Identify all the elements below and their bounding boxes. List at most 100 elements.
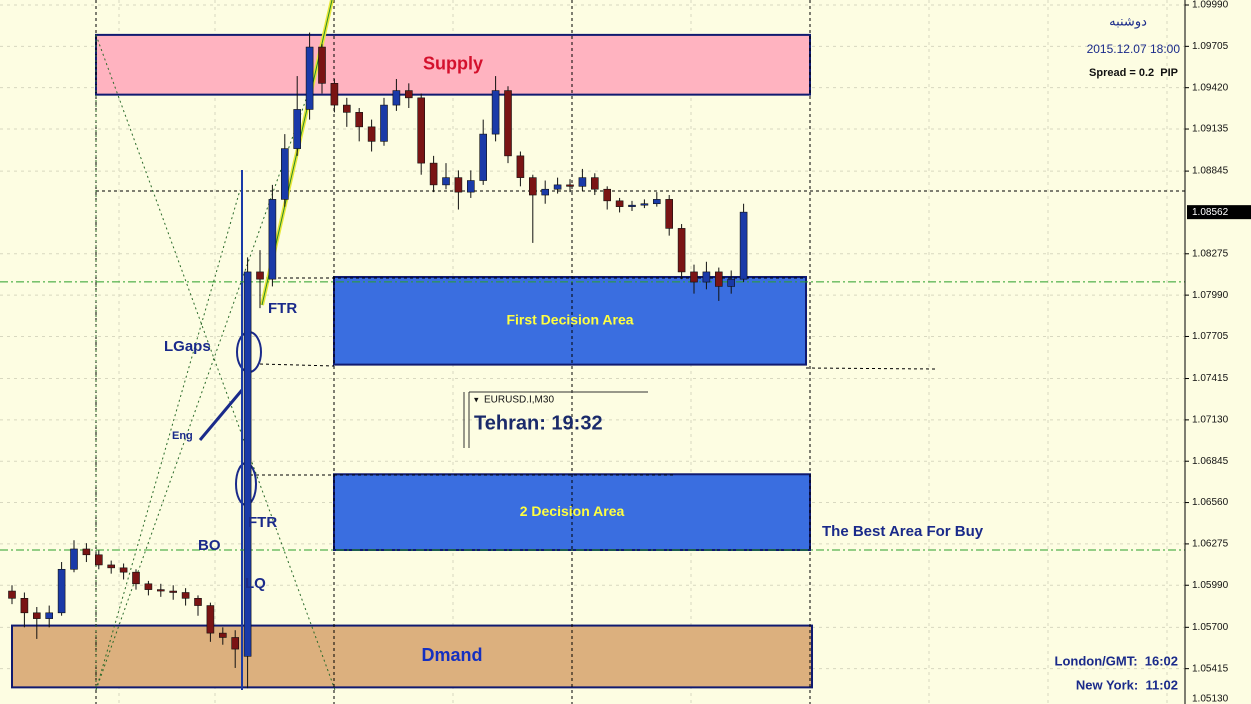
candle-body [628,204,636,207]
candle-body [652,199,661,205]
candle-body [70,548,78,570]
candle-body [243,271,252,657]
y-tick-label: 1.07130 [1192,415,1229,426]
candle-body [404,90,413,99]
annotation: LGaps [164,338,211,355]
trend-line [95,189,241,691]
candles [8,32,748,689]
candle-body [553,184,562,190]
candle-body [82,548,91,556]
h-guide [259,363,335,367]
candle-body [169,590,177,593]
y-tick-label: 1.05700 [1192,622,1229,633]
y-tick-label: 1.05415 [1192,663,1229,674]
candle-body [417,97,426,164]
y-tick-label: 1.07990 [1192,290,1229,301]
y-tick-label: 1.06560 [1192,497,1229,508]
day: دوشنبه [1109,13,1147,29]
y-tick-label: 1.05990 [1192,580,1229,591]
zone-label: Dmand [421,645,482,665]
candle-body [280,148,289,200]
y-tick-label: 1.07705 [1192,331,1229,342]
candle-body [144,583,153,590]
symbol: EURUSD.I,M30 [484,395,554,406]
candle-body [454,177,463,193]
y-tick-label: 1.09990 [1192,0,1229,11]
datetime: 2015.12.07 18:00 [1087,42,1181,56]
london: London/GMT: 16:02 [1055,653,1179,668]
trend-line [95,34,336,691]
candle-body [355,112,364,128]
y-tick-label: 1.05130 [1192,694,1229,704]
zone [333,275,807,366]
candle-body [342,104,351,113]
candle-body [690,271,698,283]
candle-body [665,199,674,229]
candle-body [293,109,302,149]
candle-body [95,554,103,566]
candle-body [194,598,202,606]
candle-body [330,83,339,106]
candle-body [8,590,16,599]
newyork: New York: 11:02 [1076,677,1178,692]
zone [11,624,813,689]
candle-body [566,184,574,187]
candle-body [181,592,190,599]
zone-label: 2 Decision Area [520,503,625,519]
y-tick-label: 1.07415 [1192,373,1229,384]
current-price-label: 1.08562 [1192,207,1229,218]
clock-box: ▾ EURUSD.I,M30 Tehran: 19:32 [463,391,648,448]
candle-body [442,177,450,186]
candle-body [702,271,711,283]
candle-body [677,228,686,273]
candle-body [20,598,29,614]
candle-body [107,564,115,569]
candle-body [256,271,264,280]
candle-body [119,567,128,573]
guides [95,0,1185,704]
zone-label: First Decision Area [506,312,633,328]
y-tick-label: 1.08275 [1192,248,1229,259]
candle-body [590,177,599,190]
axis: 1.09990 1.09705 1.09420 1.09135 1.08845 1.082… [1185,0,1251,704]
candle-body [45,612,54,619]
zone-label: Supply [423,54,483,74]
candle-body [739,211,748,280]
candle-body [714,271,723,287]
candle-body [57,568,66,614]
annotation: FTR [248,514,277,531]
candle-body [466,180,475,193]
candle-body [727,278,736,287]
y-tick-label: 1.08845 [1192,166,1229,177]
y-tick-label: 1.06845 [1192,456,1229,467]
candle-body [640,203,649,206]
candle-body [268,199,277,280]
levels [0,281,1185,551]
candle-body [157,589,165,592]
candle-body [528,177,537,196]
candle-body [392,90,401,106]
candle-body [318,46,326,84]
clock: Tehran: 19:32 [474,412,603,434]
candle-body [479,133,488,181]
annotation: LQ [245,575,266,592]
y-tick-label: 1.06275 [1192,539,1229,550]
annotation: The Best Area For Buy [822,523,984,540]
candle-body [219,632,227,638]
spread: Spread = 0.2 PIP [1089,67,1178,79]
candle-body [429,162,438,186]
candle-body [615,200,624,207]
candle-body [367,126,376,142]
annotation: FTR [268,300,297,317]
candle-body [578,177,587,187]
candle-body [132,571,140,585]
annotation: Eng [172,430,193,442]
zone [95,33,811,96]
candle-body [504,90,512,157]
annotation: BO [198,537,221,554]
eng-line [198,389,244,441]
candle-body [603,188,612,202]
current-price-box [1187,205,1251,220]
